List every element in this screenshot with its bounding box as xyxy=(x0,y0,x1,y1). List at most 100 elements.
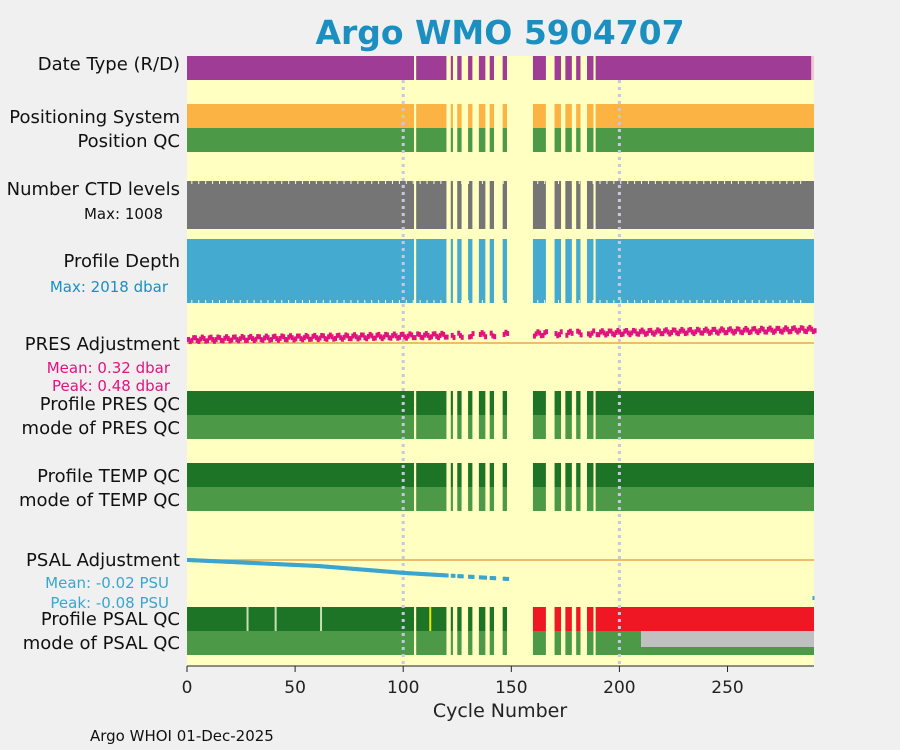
pres-adjustment-point xyxy=(597,332,601,338)
x-tick-label: 250 xyxy=(711,678,743,698)
psal-adjustment-point xyxy=(394,570,398,575)
status-bar xyxy=(565,239,572,303)
depth-gap-tick xyxy=(654,300,656,303)
pres-adjustment-point xyxy=(493,334,497,340)
depth-gap-tick xyxy=(571,300,573,303)
psal-adjustment-point xyxy=(506,576,510,581)
psal-adjustment-point xyxy=(349,566,353,571)
depth-gap-tick xyxy=(246,300,248,303)
psal-adjustment-point xyxy=(327,564,331,569)
pres-adjustment-point xyxy=(391,333,395,339)
pres-adjustment-point xyxy=(424,331,428,337)
status-bar xyxy=(554,104,562,128)
pres-adjustment-point xyxy=(202,336,206,342)
pres-adjustment-point xyxy=(808,324,812,330)
row-label-profile-depth: Profile Depth xyxy=(63,251,180,272)
ctd-gap-tick xyxy=(481,181,483,184)
pres-adjustment-point xyxy=(235,337,239,343)
pres-adjustment-point xyxy=(356,336,360,342)
pres-adjustment-point xyxy=(727,327,731,333)
pres-adjustment-point xyxy=(436,335,440,341)
pres-adjustment-point xyxy=(607,328,611,334)
psal-adjustment-point xyxy=(431,572,435,577)
pres-adjustment-point xyxy=(214,337,218,343)
ctd-gap-tick xyxy=(295,181,297,184)
pres-adjustment-point xyxy=(766,326,770,332)
status-bar xyxy=(595,463,814,487)
psal-adjustment-point xyxy=(321,564,325,569)
depth-gap-tick xyxy=(295,300,297,303)
status-bar xyxy=(468,487,473,511)
status-bar xyxy=(502,104,507,128)
pres-adjustment-point xyxy=(230,337,234,343)
psal-adjustment-point xyxy=(404,571,408,576)
status-bar xyxy=(489,607,495,631)
ctd-gap-tick xyxy=(378,181,380,184)
pres-adjustment-point xyxy=(810,326,814,332)
pres-adjustment-point xyxy=(311,333,315,339)
psal-adjustment-point xyxy=(207,558,211,563)
row-label-position-qc: Position QC xyxy=(77,131,180,152)
psal-adjustment-point xyxy=(356,567,360,572)
pres-adjustment-point xyxy=(417,331,421,337)
psal-adjustment-point xyxy=(320,564,324,569)
psal-adjustment-point xyxy=(259,561,263,566)
pres-adjustment-point xyxy=(735,326,739,332)
pres-adjustment-point xyxy=(761,326,765,332)
psal-adjustment-point xyxy=(306,563,310,568)
depth-gap-tick xyxy=(218,300,220,303)
pres-adjustment-point xyxy=(330,334,334,340)
pres-adjustment-point xyxy=(683,331,687,337)
pres-adjustment-point xyxy=(295,333,299,339)
psal-adjustment-point xyxy=(339,565,343,570)
ctd-gap-tick xyxy=(385,181,387,184)
psal-adjustment-point xyxy=(318,564,322,569)
depth-gap-tick xyxy=(191,300,193,303)
row-label-profile-temp-qc: Profile TEMP QC xyxy=(37,466,180,487)
depth-gap-tick xyxy=(627,300,629,303)
status-bar xyxy=(416,239,447,303)
psal-adjustment-point xyxy=(482,575,486,580)
psal-adjustment-point xyxy=(204,558,208,563)
status-bar xyxy=(489,56,495,80)
ctd-gap-tick xyxy=(544,181,546,184)
pres-adjustment-point xyxy=(538,330,542,336)
status-bar xyxy=(450,463,453,487)
psal-adjustment-point xyxy=(218,559,222,564)
qc-tick xyxy=(246,607,249,631)
pres-adjustment-point xyxy=(225,334,229,340)
status-bar xyxy=(450,104,453,128)
pres-adjustment-point xyxy=(378,334,382,340)
pres-adjustment-point xyxy=(625,328,629,334)
status-bar xyxy=(489,487,495,511)
psal-adjustment-point xyxy=(493,576,497,581)
depth-gap-tick xyxy=(260,300,262,303)
pres-adjustment-point xyxy=(599,329,603,335)
status-bar xyxy=(586,104,594,128)
status-bar xyxy=(489,631,495,655)
x-tick-label: 200 xyxy=(603,678,635,698)
pres-adjustment-point xyxy=(478,331,482,337)
ctd-gap-tick xyxy=(751,181,753,184)
status-bar xyxy=(502,487,507,511)
psal-adjustment-point xyxy=(225,559,229,564)
pres-adjustment-point xyxy=(730,328,734,334)
depth-gap-tick xyxy=(405,300,407,303)
pres-adjustment-point xyxy=(568,328,572,334)
status-bar xyxy=(554,128,562,152)
depth-gap-tick xyxy=(267,300,269,303)
pres-adjustment-point xyxy=(803,328,807,334)
status-bar xyxy=(489,104,495,128)
pres-adjustment-point xyxy=(419,334,423,340)
status-bar xyxy=(187,463,415,487)
psal-adjustment-point xyxy=(347,566,351,571)
pres-adjustment-point xyxy=(233,334,237,340)
status-bar xyxy=(468,391,473,415)
psal-adjustment-point xyxy=(392,570,396,575)
pres-adjustment-point xyxy=(588,332,592,338)
pres-adjustment-point xyxy=(290,335,294,341)
status-bar xyxy=(532,239,546,303)
psal-adjustment-point xyxy=(200,558,204,563)
pres-adjustment-point xyxy=(751,326,755,332)
ctd-gap-tick xyxy=(329,181,331,184)
